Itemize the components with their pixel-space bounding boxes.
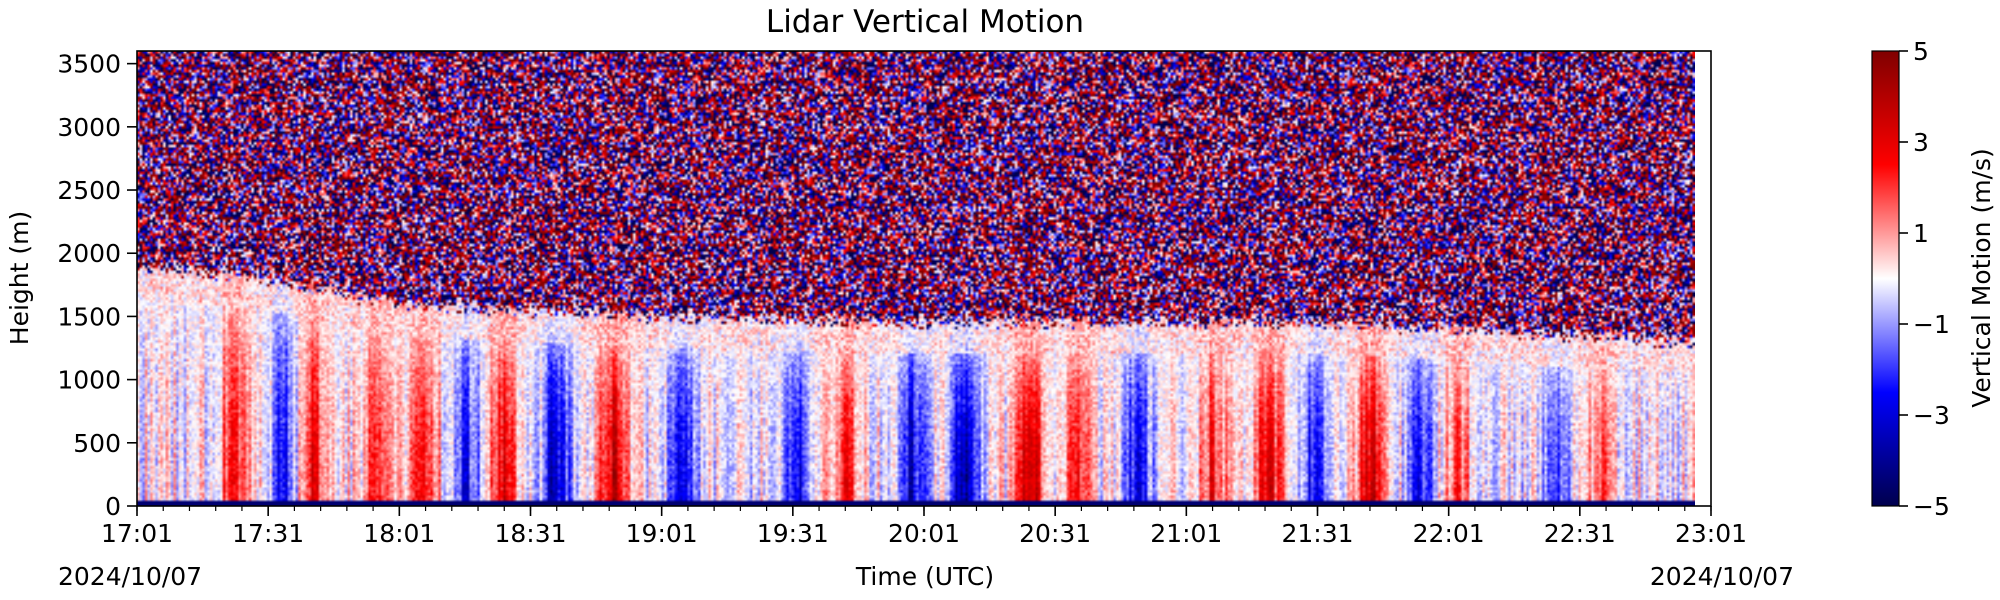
x-tick-label: 19:01 (626, 519, 698, 548)
colorbar-tick-label: 1 (1913, 219, 1929, 248)
x-date-left: 2024/10/07 (58, 562, 202, 591)
y-axis-label: Height (m) (5, 211, 34, 345)
x-tick-label: 21:01 (1150, 519, 1222, 548)
x-tick-label: 20:31 (1019, 519, 1091, 548)
colorbar-tick-label: −3 (1913, 401, 1950, 430)
y-tick-label: 0 (105, 492, 121, 521)
x-tick-label: 22:31 (1544, 519, 1616, 548)
colorbar (1871, 50, 1900, 507)
x-axis-label: Time (UTC) (855, 562, 994, 591)
x-tick-label: 18:31 (494, 519, 566, 548)
colorbar-tick-label: 5 (1913, 37, 1929, 66)
y-tick-label: 3500 (57, 50, 121, 79)
x-tick-label: 19:31 (757, 519, 829, 548)
chart-title: Lidar Vertical Motion (766, 4, 1084, 40)
heatmap-cells (137, 51, 1695, 506)
y-axis-ticks: 0 500 1000 1500 2000 2500 3000 3500 (57, 50, 137, 521)
y-tick-label: 500 (73, 429, 121, 458)
x-tick-label: 22:01 (1413, 519, 1485, 548)
y-tick-label: 1000 (57, 366, 121, 395)
x-axis-ticks: 17:01 17:31 18:01 18:31 19:01 19:31 20:01 20:31… (101, 506, 1747, 548)
x-tick-label: 20:01 (888, 519, 960, 548)
y-tick-label: 1500 (57, 302, 121, 331)
x-tick-label: 18:01 (363, 519, 435, 548)
x-tick-label: 21:31 (1281, 519, 1353, 548)
colorbar-ticks: 5 3 1 −1 −3 −5 (1899, 37, 1950, 521)
colorbar-label: Vertical Motion (m/s) (1967, 148, 1996, 408)
y-tick-label: 3000 (57, 113, 121, 142)
y-tick-label: 2000 (57, 239, 121, 268)
colorbar-tick-label: 3 (1913, 128, 1929, 157)
colorbar-tick-label: −1 (1913, 310, 1950, 339)
colorbar-tick-label: −5 (1913, 492, 1950, 521)
x-tick-label: 23:01 (1675, 519, 1747, 548)
heatmap-raster (137, 51, 1695, 506)
x-tick-label: 17:31 (232, 519, 304, 548)
x-tick-label: 17:01 (101, 519, 173, 548)
y-tick-label: 2500 (57, 176, 121, 205)
x-date-right: 2024/10/07 (1650, 562, 1794, 591)
